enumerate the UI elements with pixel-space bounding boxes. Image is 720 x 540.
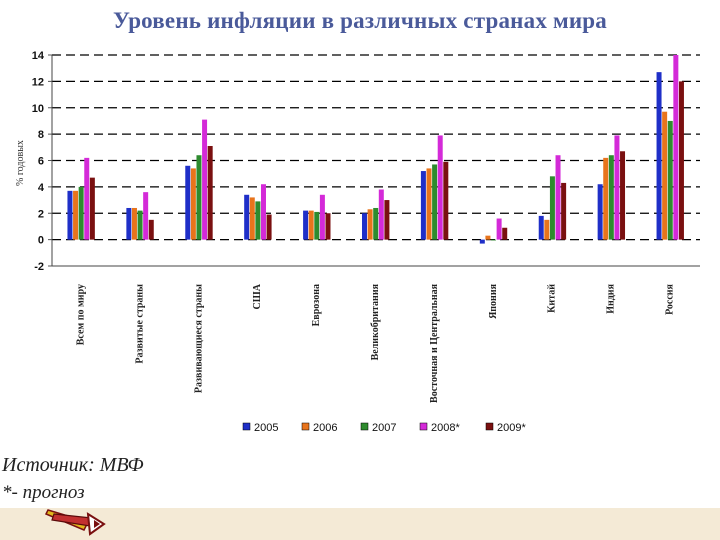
bar xyxy=(126,207,132,240)
bar xyxy=(384,200,390,240)
bar xyxy=(378,189,384,240)
bar xyxy=(443,161,449,240)
bar xyxy=(667,120,673,240)
bar xyxy=(561,182,567,240)
bar xyxy=(538,215,544,240)
x-tick-label: Китай xyxy=(547,284,558,313)
bar xyxy=(678,81,684,240)
bar xyxy=(148,219,154,240)
bar xyxy=(319,194,325,240)
bar xyxy=(437,135,443,240)
y-tick-label: 0 xyxy=(38,235,44,247)
bar xyxy=(420,171,426,240)
axes xyxy=(48,54,700,267)
legend-swatch xyxy=(242,422,251,431)
x-tick-label: Россия xyxy=(665,283,676,314)
bar xyxy=(555,155,561,240)
bar xyxy=(479,239,485,244)
x-tick-label: Индия xyxy=(606,283,617,313)
bar xyxy=(89,177,95,240)
x-tick-labels: Всем по миру Развитые страны Развивающиеся… xyxy=(75,283,675,403)
bar xyxy=(266,214,272,240)
bar xyxy=(196,155,202,240)
legend-label: 2008* xyxy=(431,422,460,434)
bar xyxy=(603,157,609,240)
x-tick-label: Восточная и Центральная xyxy=(429,283,440,403)
legend-label: 2006 xyxy=(313,422,337,434)
bar xyxy=(373,207,379,240)
source-note: Источник: МВФ xyxy=(2,454,144,476)
bar xyxy=(597,184,603,240)
y-tick-label: -2 xyxy=(34,261,44,273)
x-tick-label: США xyxy=(252,283,263,309)
bar xyxy=(249,197,255,240)
y-tick-label: 12 xyxy=(32,76,44,88)
bar xyxy=(614,135,620,240)
legend-swatch xyxy=(419,422,428,431)
y-tick-label: 8 xyxy=(38,129,44,141)
y-tick-label: 4 xyxy=(38,182,45,194)
y-tick-label: 10 xyxy=(32,103,44,115)
bar xyxy=(131,207,137,240)
bar xyxy=(485,235,491,240)
bar xyxy=(308,210,314,240)
footer-band xyxy=(0,508,720,540)
chart-title: Уровень инфляции в различных странах мир… xyxy=(113,8,607,33)
bar xyxy=(362,213,367,240)
bar xyxy=(202,119,208,240)
bar xyxy=(314,211,320,240)
bar xyxy=(549,176,555,240)
x-tick-label: Великобритания xyxy=(370,283,381,360)
x-tick-label: Развитые страны xyxy=(134,284,145,364)
bar xyxy=(207,145,213,240)
bar xyxy=(78,186,84,240)
bar xyxy=(84,157,90,240)
pencil-logo-icon xyxy=(44,509,106,536)
x-tick-label: Всем по миру xyxy=(75,284,86,345)
bar xyxy=(67,190,73,240)
bar xyxy=(367,209,373,240)
inflation-bar-chart: -2 0 2 4 6 8 10 12 14 Всем по миру Развитые стран… xyxy=(32,50,700,434)
bar xyxy=(496,218,502,240)
bar xyxy=(137,210,143,240)
bar xyxy=(662,111,668,240)
legend-label: 2005 xyxy=(254,422,278,434)
legend-label: 2009* xyxy=(497,422,526,434)
legend: 2005 2006 2007 2008* 2009* xyxy=(242,422,526,434)
x-tick-label: Развивающиеся страны xyxy=(193,284,204,393)
bar xyxy=(426,168,432,240)
y-tick-labels: -2 0 2 4 6 8 10 12 14 xyxy=(32,50,45,273)
bar xyxy=(620,151,626,240)
bar xyxy=(244,194,250,240)
forecast-note: *- прогноз xyxy=(2,482,85,503)
y-tick-label: 6 xyxy=(38,156,44,168)
bar xyxy=(143,192,149,240)
bar xyxy=(73,190,79,240)
legend-swatch xyxy=(301,422,310,431)
bar xyxy=(544,219,550,240)
bar xyxy=(673,55,679,240)
bar xyxy=(502,227,508,240)
bar xyxy=(303,210,309,240)
y-tick-label: 14 xyxy=(32,50,45,62)
bar xyxy=(260,184,266,240)
legend-swatch xyxy=(485,422,494,431)
bar xyxy=(491,239,497,241)
x-tick-label: Еврозона xyxy=(311,284,322,326)
bar xyxy=(255,201,261,240)
legend-label: 2007 xyxy=(372,422,396,434)
x-tick-label: Япония xyxy=(488,283,499,319)
bar xyxy=(656,72,662,240)
bar xyxy=(608,155,614,240)
bar xyxy=(325,213,331,240)
legend-swatch xyxy=(360,422,369,431)
bar xyxy=(185,165,191,240)
bar xyxy=(190,168,196,240)
y-tick-label: 2 xyxy=(38,208,44,220)
bar xyxy=(432,164,438,240)
bars xyxy=(67,55,684,244)
